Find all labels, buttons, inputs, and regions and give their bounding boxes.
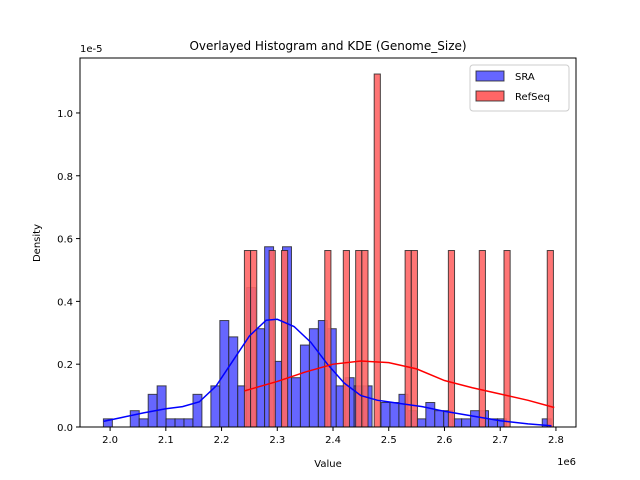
x-tick-label: 2.0 [102, 435, 118, 446]
chart-title: Overlayed Histogram and KDE (Genome_Size… [189, 39, 466, 53]
x-tick-label: 2.3 [269, 435, 285, 446]
legend-swatch [475, 90, 505, 102]
kde-lines [103, 318, 555, 427]
refseq-bar [503, 250, 511, 428]
refseq-bar [447, 250, 456, 428]
x-tick-label: 2.8 [548, 435, 564, 446]
refseq-bar [478, 250, 486, 428]
x-tick-label: 2.6 [437, 435, 453, 446]
x-axis: 2.0 2.1 2.2 2.3 2.4 2.5 2.6 2.7 2.8 [102, 427, 564, 446]
x-offset-label: 1e6 [557, 457, 576, 468]
x-tick-label: 2.1 [158, 435, 174, 446]
legend-label: RefSeq [515, 92, 550, 103]
sra-bar [129, 410, 140, 428]
sra-bar [183, 418, 194, 428]
refseq-bar [324, 250, 332, 428]
sra-bar [228, 336, 239, 428]
sra-bar [425, 402, 436, 428]
sra-bar [380, 402, 391, 428]
refseq-kde-line [244, 360, 555, 409]
sra-bar [210, 385, 221, 428]
x-tick-label: 2.7 [492, 435, 508, 446]
refseq-bar [342, 250, 350, 428]
refseq-bar [268, 250, 276, 428]
y-tick-label: 0.0 [57, 423, 73, 434]
y-axis-label: Density [32, 224, 43, 262]
axes-frame [79, 57, 577, 428]
legend-label: SRA [515, 72, 535, 83]
x-tick-label: 2.2 [214, 435, 230, 446]
y-tick-label: 0.2 [57, 360, 73, 371]
y-tick-label: 0.8 [57, 172, 73, 183]
refseq-bar [404, 250, 412, 428]
sra-bar [192, 393, 203, 428]
sra-bar [299, 344, 310, 428]
x-tick-label: 2.4 [325, 435, 341, 446]
y-axis: 0.0 0.2 0.4 0.6 0.8 1.0 [57, 109, 80, 434]
refseq-bar [546, 250, 554, 428]
refseq-bar [373, 73, 381, 428]
legend: SRA RefSeq [469, 64, 570, 112]
sra-bar [434, 410, 445, 428]
sra-bar [461, 418, 472, 428]
sra-bar [290, 377, 301, 428]
refseq-bar [250, 250, 258, 428]
sra-kde-line [103, 318, 552, 427]
sra-bar [470, 410, 481, 428]
sra-bar [156, 385, 167, 428]
refseq-bar [361, 250, 369, 428]
y-offset-label: 1e-5 [80, 44, 103, 55]
refseq-bar [355, 250, 363, 428]
x-axis-label: Value [314, 459, 341, 470]
refseq-bar [410, 250, 418, 428]
sra-bar [389, 402, 400, 428]
y-tick-label: 1.0 [57, 109, 73, 120]
refseq-bar [280, 250, 289, 428]
sra-bar [416, 418, 427, 428]
legend-swatch [475, 70, 505, 82]
sra-bar [165, 418, 176, 428]
y-tick-label: 0.4 [57, 297, 73, 308]
y-tick-label: 0.6 [57, 235, 73, 246]
x-tick-label: 2.5 [381, 435, 397, 446]
sra-bar [174, 418, 185, 428]
sra-bar [138, 418, 149, 428]
